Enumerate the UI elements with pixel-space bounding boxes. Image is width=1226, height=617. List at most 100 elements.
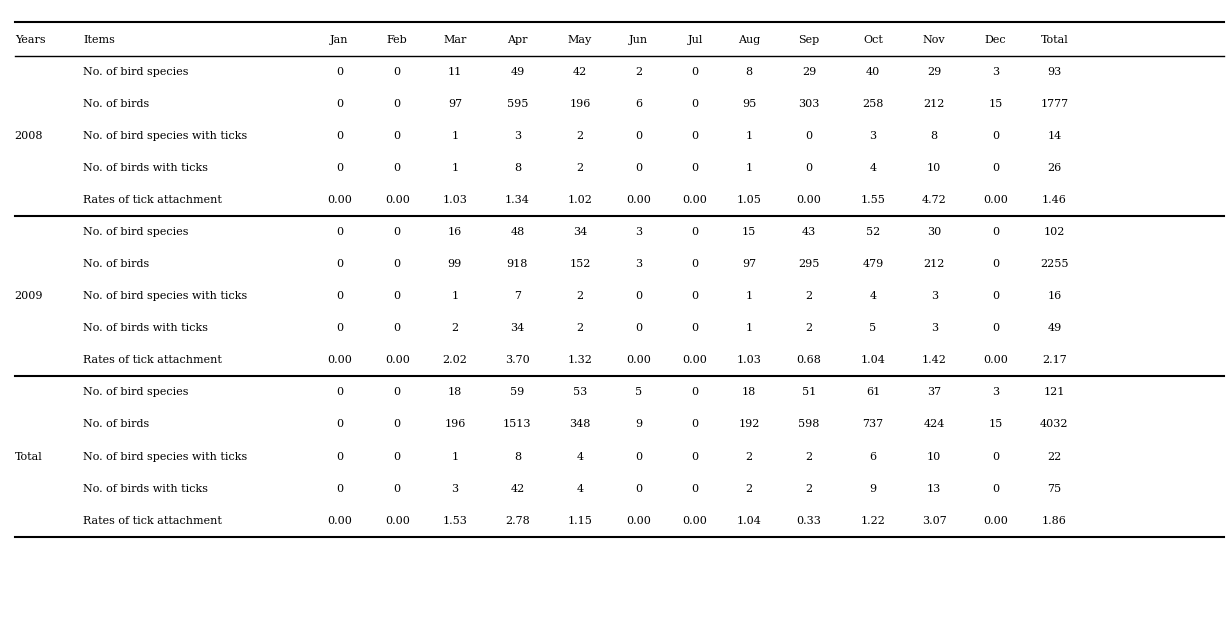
Text: 42: 42 [573, 67, 587, 77]
Text: No. of birds: No. of birds [83, 420, 150, 429]
Text: 0: 0 [394, 484, 401, 494]
Text: 0.00: 0.00 [626, 355, 651, 365]
Text: No. of bird species with ticks: No. of bird species with ticks [83, 291, 248, 301]
Text: 1.53: 1.53 [443, 516, 467, 526]
Text: 26: 26 [1047, 163, 1062, 173]
Text: 18: 18 [447, 387, 462, 397]
Text: 52: 52 [866, 227, 880, 237]
Text: 1: 1 [451, 452, 459, 462]
Text: 49: 49 [1047, 323, 1062, 333]
Text: Jun: Jun [629, 35, 649, 45]
Text: 192: 192 [738, 420, 760, 429]
Text: 0: 0 [992, 163, 999, 173]
Text: 1.04: 1.04 [861, 355, 885, 365]
Text: 0: 0 [394, 99, 401, 109]
Text: 2: 2 [635, 67, 642, 77]
Text: 0: 0 [336, 67, 343, 77]
Text: No. of bird species: No. of bird species [83, 67, 189, 77]
Text: 0: 0 [691, 99, 699, 109]
Text: 3: 3 [992, 387, 999, 397]
Text: 0.00: 0.00 [683, 516, 707, 526]
Text: 1.02: 1.02 [568, 195, 592, 205]
Text: 8: 8 [931, 131, 938, 141]
Text: 29: 29 [927, 67, 942, 77]
Text: 2: 2 [805, 484, 813, 494]
Text: 0: 0 [992, 131, 999, 141]
Text: 0: 0 [691, 387, 699, 397]
Text: 2: 2 [805, 452, 813, 462]
Text: Jan: Jan [330, 35, 349, 45]
Text: 2: 2 [576, 163, 584, 173]
Text: 1: 1 [745, 291, 753, 301]
Text: 1.22: 1.22 [861, 516, 885, 526]
Text: 0.00: 0.00 [626, 195, 651, 205]
Text: No. of birds: No. of birds [83, 259, 150, 269]
Text: 0: 0 [992, 291, 999, 301]
Text: 0.00: 0.00 [983, 355, 1008, 365]
Text: 0: 0 [691, 420, 699, 429]
Text: 0: 0 [394, 227, 401, 237]
Text: 1: 1 [451, 163, 459, 173]
Text: 2: 2 [576, 323, 584, 333]
Text: 0: 0 [691, 452, 699, 462]
Text: 3: 3 [635, 259, 642, 269]
Text: Years: Years [15, 35, 45, 45]
Text: 0: 0 [635, 131, 642, 141]
Text: 42: 42 [510, 484, 525, 494]
Text: 1.03: 1.03 [737, 355, 761, 365]
Text: 3.07: 3.07 [922, 516, 946, 526]
Text: 1.32: 1.32 [568, 355, 592, 365]
Text: 258: 258 [862, 99, 884, 109]
Text: 37: 37 [927, 387, 942, 397]
Text: 30: 30 [927, 227, 942, 237]
Text: 49: 49 [510, 67, 525, 77]
Text: 0: 0 [394, 420, 401, 429]
Text: May: May [568, 35, 592, 45]
Text: 2.02: 2.02 [443, 355, 467, 365]
Text: 102: 102 [1043, 227, 1065, 237]
Text: 8: 8 [514, 163, 521, 173]
Text: 10: 10 [927, 452, 942, 462]
Text: 0: 0 [336, 291, 343, 301]
Text: 0: 0 [394, 387, 401, 397]
Text: 2: 2 [576, 131, 584, 141]
Text: 97: 97 [447, 99, 462, 109]
Text: 6: 6 [635, 99, 642, 109]
Text: 7: 7 [514, 291, 521, 301]
Text: No. of bird species with ticks: No. of bird species with ticks [83, 452, 248, 462]
Text: 1.04: 1.04 [737, 516, 761, 526]
Text: Jul: Jul [688, 35, 702, 45]
Text: 1: 1 [745, 323, 753, 333]
Text: 1: 1 [451, 131, 459, 141]
Text: 1: 1 [745, 131, 753, 141]
Text: 4: 4 [869, 163, 877, 173]
Text: 3: 3 [931, 323, 938, 333]
Text: 1.86: 1.86 [1042, 516, 1067, 526]
Text: 0: 0 [691, 131, 699, 141]
Text: 424: 424 [923, 420, 945, 429]
Text: 595: 595 [506, 99, 528, 109]
Text: 0.00: 0.00 [327, 195, 352, 205]
Text: 1777: 1777 [1041, 99, 1068, 109]
Text: Rates of tick attachment: Rates of tick attachment [83, 355, 222, 365]
Text: 0: 0 [336, 387, 343, 397]
Text: 43: 43 [802, 227, 817, 237]
Text: 0: 0 [805, 131, 813, 141]
Text: 0: 0 [336, 259, 343, 269]
Text: Apr: Apr [508, 35, 527, 45]
Text: Items: Items [83, 35, 115, 45]
Text: 2255: 2255 [1040, 259, 1069, 269]
Text: 4: 4 [576, 484, 584, 494]
Text: 13: 13 [927, 484, 942, 494]
Text: 0: 0 [336, 131, 343, 141]
Text: 152: 152 [569, 259, 591, 269]
Text: 0: 0 [691, 323, 699, 333]
Text: 93: 93 [1047, 67, 1062, 77]
Text: 737: 737 [862, 420, 884, 429]
Text: 1: 1 [745, 163, 753, 173]
Text: 0: 0 [691, 484, 699, 494]
Text: 16: 16 [1047, 291, 1062, 301]
Text: 4032: 4032 [1040, 420, 1069, 429]
Text: 2: 2 [576, 291, 584, 301]
Text: 0.00: 0.00 [983, 516, 1008, 526]
